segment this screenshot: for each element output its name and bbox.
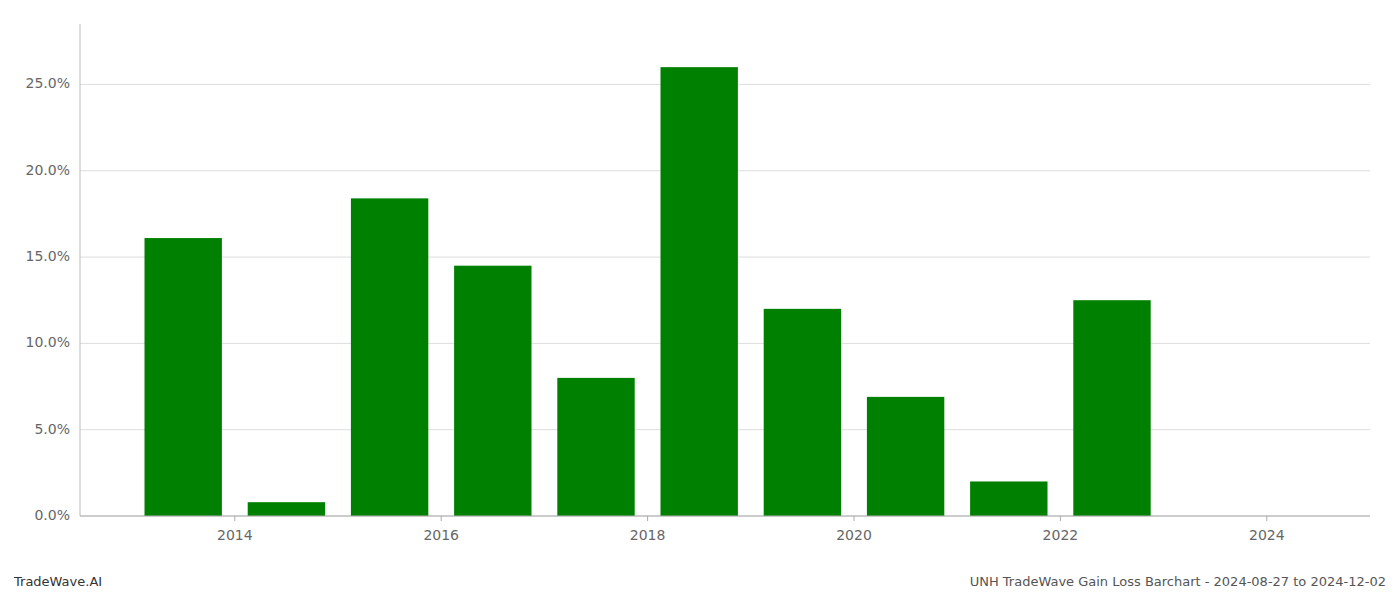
bars (145, 67, 1151, 516)
chart-container: 0.0% 5.0% 10.0% 15.0% 20.0% 25.0% 2014 2016 2018… (0, 0, 1400, 600)
x-tick-label: 2016 (423, 527, 459, 543)
x-tick (441, 516, 442, 521)
x-axis-line (80, 516, 1370, 517)
y-axis: 0.0% 5.0% 10.0% 15.0% 20.0% 25.0% (26, 24, 80, 523)
x-tick (1060, 516, 1061, 521)
bar (248, 502, 325, 516)
y-tick-label: 20.0% (26, 162, 70, 178)
bar (867, 397, 944, 516)
bar (351, 198, 428, 516)
y-tick-label: 10.0% (26, 334, 70, 350)
chart: 0.0% 5.0% 10.0% 15.0% 20.0% 25.0% 2014 2016 2018… (0, 0, 1400, 600)
x-tick (854, 516, 855, 521)
grid-line (80, 516, 1370, 517)
x-tick (1266, 516, 1267, 521)
x-tick-label: 2014 (217, 527, 253, 543)
y-tick-label: 25.0% (26, 75, 70, 91)
x-tick-label: 2024 (1249, 527, 1285, 543)
bar (1073, 300, 1150, 516)
bar (557, 378, 634, 516)
bar (661, 67, 738, 516)
footer-text: TradeWave.AI (13, 574, 102, 589)
y-axis-line (80, 24, 81, 516)
bar (454, 266, 531, 516)
x-tick (234, 516, 235, 521)
footer: TradeWave.AI UNH TradeWave Gain Loss Barc… (13, 574, 1386, 589)
y-tick-label: 5.0% (34, 421, 70, 437)
x-tick (647, 516, 648, 521)
x-tick-label: 2020 (836, 527, 872, 543)
y-tick-label: 15.0% (26, 248, 70, 264)
footer-text: UNH TradeWave Gain Loss Barchart - 2024-… (970, 574, 1386, 589)
x-tick-label: 2018 (630, 527, 666, 543)
y-tick-label: 0.0% (34, 507, 70, 523)
x-tick-label: 2022 (1043, 527, 1079, 543)
bar (764, 309, 841, 516)
bar (145, 238, 222, 516)
bar (970, 481, 1047, 516)
x-axis: 2014 2016 2018 2020 2022 2024 (80, 516, 1370, 543)
